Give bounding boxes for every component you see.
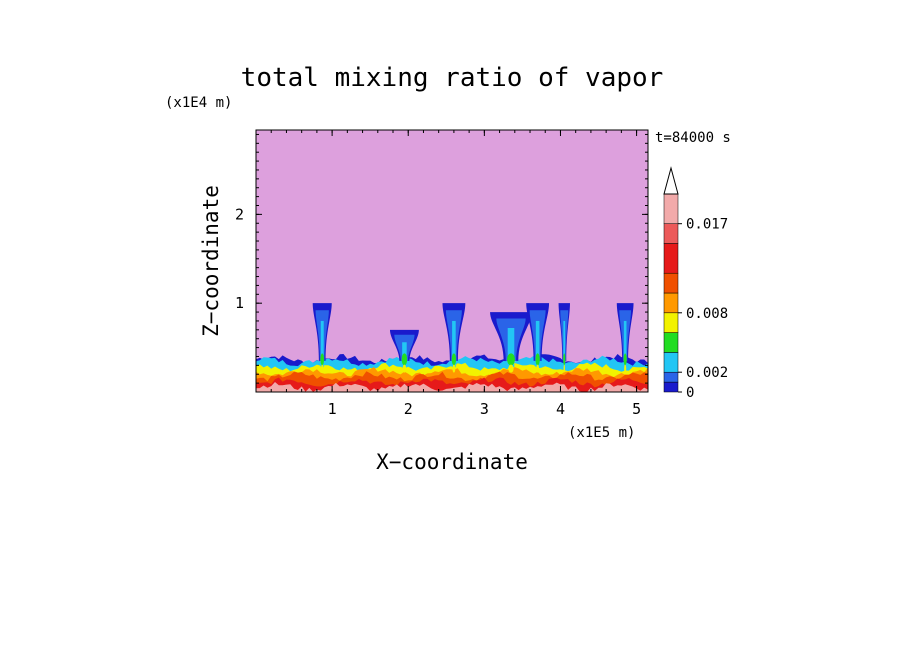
x-unit-label: (x1E5 m) [568,425,635,441]
x-tick-label: 3 [480,400,489,418]
plume-base-green [623,353,627,366]
chart-title: total mixing ratio of vapor [241,63,664,93]
colorbar-extension [663,166,679,195]
moist-plume [526,303,550,373]
colorbar-segment [663,272,679,294]
plume-base-green [507,353,515,366]
y-axis-label: Z−coordinate [199,185,223,337]
colorbar-segment [663,312,679,333]
plume-base-green [563,353,566,366]
colorbar-segment [663,223,679,244]
colorbar-segment [663,381,679,393]
plume-base-yellow [321,364,324,373]
x-tick-label: 1 [328,400,337,418]
x-tick-label: 2 [404,400,413,418]
plume-base-green [320,353,325,366]
time-label: t=84000 s [655,130,731,146]
colorbar-segment [663,352,679,373]
y-unit-label: (x1E4 m) [165,95,232,111]
colorbar-segment [663,292,679,314]
x-tick-label: 4 [556,400,565,418]
colorbar-label: 0.002 [686,365,728,381]
moist-plume [312,303,332,373]
y-ticks: 12 [235,133,648,384]
moist-plume [389,329,419,373]
colorbar-segment [663,332,679,353]
moist-plume [490,312,532,373]
plume-base-yellow [452,364,456,373]
colorbar-label: 0.017 [686,217,728,233]
boundary-layer-band [256,382,648,392]
plume-base-yellow [624,364,627,373]
colorbar-label: 0.008 [686,306,728,322]
plume-base-yellow [402,364,407,373]
plume-base-green [535,353,540,366]
colorbar-segment [663,243,679,274]
y-tick-label: 1 [235,294,244,312]
colorbar-segment [663,193,679,224]
plume-base-yellow [563,364,565,373]
plume-base-yellow [536,364,540,373]
colorbar-segment [663,371,679,383]
x-ticks: 1 2 3 4 5 [270,130,641,418]
plume-base-green [451,353,457,366]
plume-base-green [401,353,408,366]
vapor-field [256,303,648,392]
y-tick-label: 2 [235,205,244,223]
colorbar: 0 0.002 0.008 0.017 [663,166,728,401]
x-tick-label: 5 [632,400,641,418]
plume-base-yellow [508,364,514,373]
x-axis-label: X−coordinate [376,450,528,474]
plot-frame [255,129,649,393]
moist-plume [558,303,570,373]
moist-plume [442,303,466,373]
colorbar-label: 0 [686,385,694,401]
moist-plume [616,303,634,373]
